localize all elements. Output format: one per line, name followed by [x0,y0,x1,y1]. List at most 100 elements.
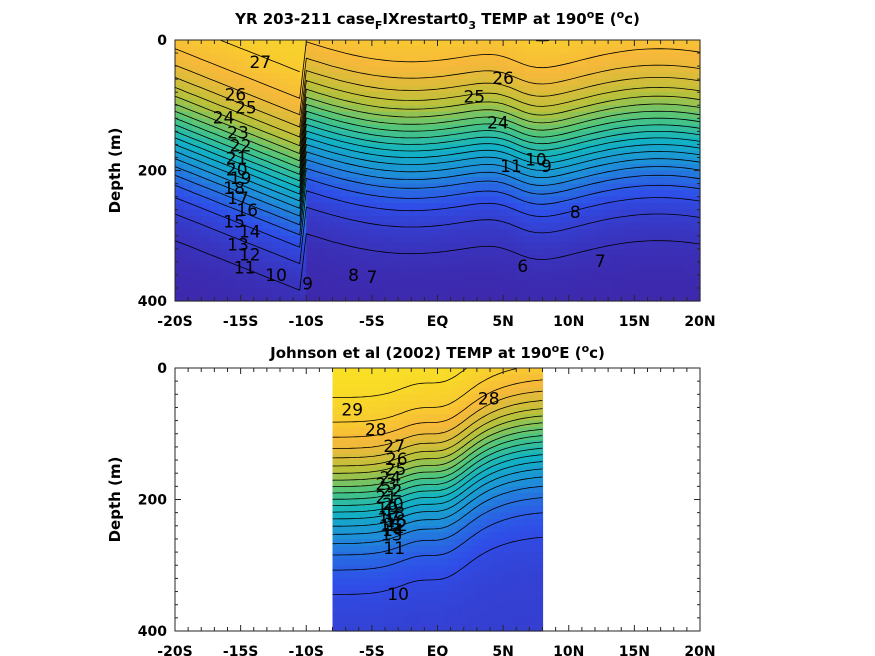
heat-cell [437,124,447,132]
heat-cell [399,479,404,487]
heat-cell [245,105,255,113]
heat-cell [236,150,246,159]
heat-cell [497,584,502,593]
heat-cell [413,387,418,395]
heat-cell [374,473,379,481]
contour-label: 19 [230,169,252,189]
heat-cell [463,216,474,224]
heat-cell [437,381,442,389]
heat-cell [586,157,596,165]
heat-cell [409,584,414,593]
heat-cell [568,131,579,139]
heat-cell [500,466,505,474]
heat-cell [434,446,439,455]
heat-cell [665,274,675,283]
heat-cell [175,203,185,211]
heat-cell [371,453,376,461]
heat-cell [525,85,535,93]
heat-cell [577,281,587,289]
heat-cell [493,584,498,593]
heat-cell [514,479,519,487]
heat-cell [367,177,377,185]
heat-cell [514,578,519,586]
heat-cell [376,144,386,152]
heat-cell [236,111,246,119]
heat-cell [451,532,456,540]
heat-cell [393,248,404,256]
heat-cell [455,381,460,389]
heat-cell [367,433,372,441]
heat-cell [376,92,386,100]
heat-cell [533,124,544,132]
heat-cell [423,499,428,507]
heat-cell [434,466,439,474]
heat-cell [175,274,185,283]
heat-cell [411,85,421,93]
heat-cell [253,79,264,87]
heat-cell [621,144,631,152]
heat-cell [423,506,428,514]
heat-cell [183,248,194,256]
heat-cell [218,66,229,74]
heat-cell [364,512,369,520]
heat-cell [183,255,194,263]
heat-cell [306,294,316,302]
heat-cell [532,479,537,487]
heat-cell [434,584,439,593]
heat-cell [218,105,229,113]
heat-cell [360,446,365,455]
heat-cell [516,287,526,296]
heat-cell [673,59,684,67]
heat-cell [465,598,470,606]
heat-cell [385,66,395,74]
heat-cell [691,163,701,172]
heat-cell [647,137,657,146]
heat-cell [479,519,484,527]
heat-cell [504,499,509,507]
heat-cell [472,433,477,441]
heat-cell [367,374,372,382]
heat-cell [647,163,657,172]
heat-cell [218,274,229,283]
contour-label: 10 [525,151,547,171]
heat-cell [511,460,516,468]
heat-cell [504,466,509,474]
heat-cell [586,66,596,74]
heat-cell [612,85,622,93]
heat-cell [399,466,404,474]
heat-cell [376,150,386,159]
heat-cell [525,163,535,172]
heat-cell [437,578,442,586]
heat-cell [511,486,516,494]
heat-cell [518,492,523,501]
heat-cell [528,591,533,599]
heat-cell [192,79,202,87]
heat-cell [539,512,544,520]
heat-cell [532,538,537,547]
heat-cell [427,499,432,507]
heat-cell [691,248,701,256]
heat-cell [560,229,570,237]
heat-cell [481,229,491,237]
heat-cell [236,281,246,289]
heat-cell [504,453,509,461]
heat-cell [497,578,502,586]
heat-cell [518,499,523,507]
heat-cell [280,92,290,100]
heat-cell [427,453,432,461]
heat-cell [472,499,477,507]
heat-cell [374,427,379,435]
heat-cell [458,427,463,435]
heat-cell [411,287,421,296]
heat-cell [511,584,516,593]
heat-cell [218,46,229,54]
heat-cell [568,216,579,224]
heat-cell [406,427,411,435]
heat-cell [350,150,360,159]
heat-cell [483,499,488,507]
heat-cell [586,131,596,139]
heat-cell [621,46,631,54]
heat-cell [528,584,533,593]
heat-cell [465,420,470,428]
heat-cell [528,374,533,382]
